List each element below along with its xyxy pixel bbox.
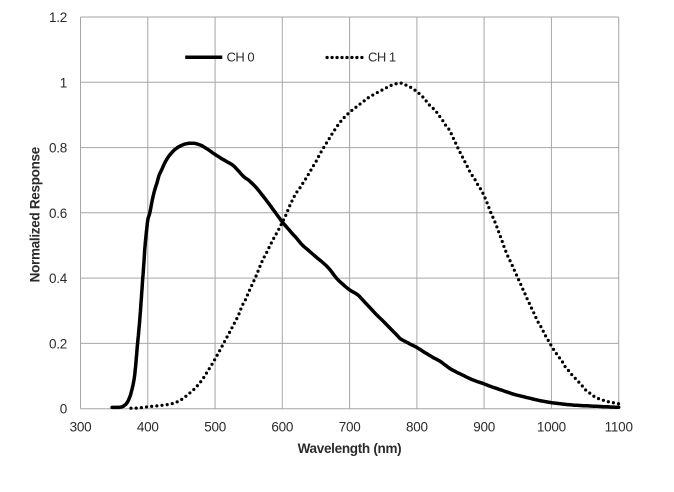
svg-text:1100: 1100	[605, 420, 633, 435]
svg-text:CH 1: CH 1	[368, 50, 396, 65]
svg-text:600: 600	[271, 420, 293, 435]
svg-text:900: 900	[473, 420, 495, 435]
svg-text:0.4: 0.4	[49, 271, 68, 286]
svg-text:500: 500	[204, 420, 226, 435]
svg-text:700: 700	[339, 420, 361, 435]
svg-text:Normalized Response: Normalized Response	[28, 146, 43, 282]
svg-text:800: 800	[406, 420, 428, 435]
svg-text:Wavelength (nm): Wavelength (nm)	[298, 441, 402, 456]
svg-text:1000: 1000	[537, 420, 566, 435]
svg-text:0.8: 0.8	[49, 141, 67, 156]
svg-text:0: 0	[60, 402, 67, 417]
svg-text:CH 0: CH 0	[227, 50, 255, 65]
svg-text:300: 300	[70, 420, 92, 435]
svg-text:1.2: 1.2	[49, 10, 67, 25]
svg-text:400: 400	[137, 420, 159, 435]
svg-text:0.6: 0.6	[49, 206, 67, 221]
svg-text:0.2: 0.2	[49, 336, 67, 351]
svg-text:1: 1	[60, 75, 67, 90]
